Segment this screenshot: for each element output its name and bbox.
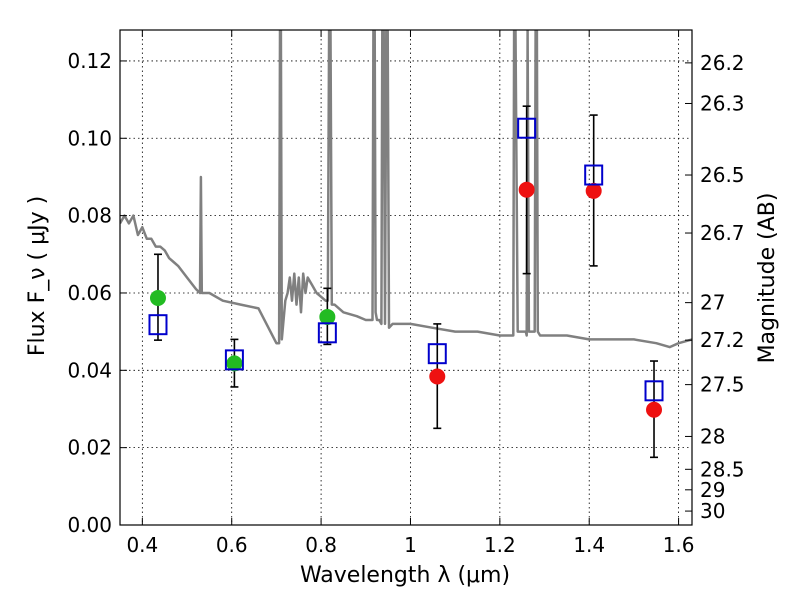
plot-frame (119, 29, 693, 526)
x-tick-label: 0.6 (216, 533, 248, 557)
model-photometry-square (584, 164, 604, 186)
red-data-point (429, 368, 446, 385)
x-tick-label: 1 (404, 533, 417, 557)
y-tick-label: 0.02 (67, 436, 112, 460)
right-tick-label: 29 (700, 478, 725, 502)
right-tick-label: 28.5 (700, 457, 745, 481)
x-tick-label: 1.6 (663, 533, 695, 557)
right-tick-label: 28 (700, 424, 725, 448)
y-tick-label: 0.04 (67, 358, 112, 382)
model-photometry-square (644, 380, 664, 402)
right-tick-label: 26.2 (700, 51, 745, 75)
y-tick-label: 0.10 (67, 126, 112, 150)
grid-lines (120, 30, 692, 525)
model-photometry-square (517, 117, 537, 139)
x-tick-label: 0.4 (126, 533, 158, 557)
green-data-point (319, 308, 336, 325)
y-axis-label: Flux F_ν ( μJy ) (25, 196, 50, 356)
y-tick-label: 0.06 (67, 281, 112, 305)
x-tick-label: 1.4 (573, 533, 605, 557)
green-data-point (149, 289, 166, 306)
x-tick-label: 0.8 (305, 533, 337, 557)
right-tick-label: 30 (700, 499, 725, 523)
y-axis-right-label: Magnitude (AB) (755, 193, 780, 364)
right-tick-label: 27.2 (700, 328, 745, 352)
model-photometry-square (224, 349, 244, 371)
red-data-point (518, 181, 535, 198)
clipped-series (120, 30, 692, 459)
right-tick-label: 27.5 (700, 373, 745, 397)
right-tick-label: 26.7 (700, 221, 745, 245)
x-axis-label: Wavelength λ (μm) (300, 563, 510, 588)
axis-ticks: 0.4 0.6 0.8 1 1.2 1.4 1.6 0.00 0.02 0.04 0.06 0.08 0… (67, 30, 745, 557)
model-photometry-square (148, 314, 168, 336)
red-data-point (585, 182, 602, 199)
model-photometry-square (427, 343, 447, 365)
right-tick-label: 26.5 (700, 163, 745, 187)
y-tick-label: 0.08 (67, 204, 112, 228)
right-tick-label: 27 (700, 291, 725, 315)
x-tick-label: 1.2 (484, 533, 516, 557)
sed-model-line (120, 30, 692, 349)
y-tick-label: 0.12 (67, 49, 112, 73)
red-data-point (646, 401, 663, 418)
right-tick-label: 26.3 (700, 91, 745, 115)
model-photometry-square (317, 322, 337, 344)
y-tick-label: 0.00 (67, 513, 112, 537)
plot-area (120, 30, 692, 459)
